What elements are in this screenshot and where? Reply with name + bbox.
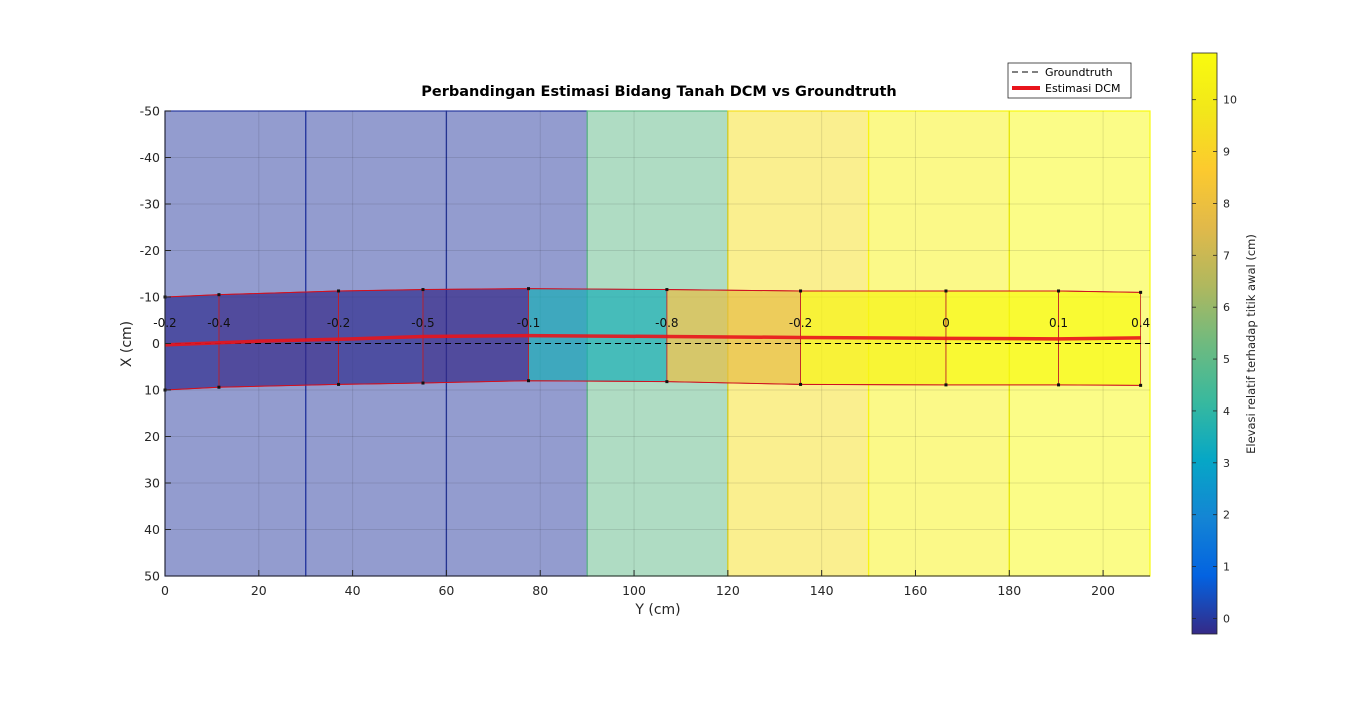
estimation-vertex [1057,289,1061,293]
estimation-outline-bottom [164,380,1141,391]
x-tick-label: 80 [532,583,548,598]
colorbar-tick-label: 4 [1223,405,1230,418]
colorbar-tick-label: 3 [1223,457,1230,470]
x-tick-label: 160 [904,583,928,598]
y-tick-label: 30 [144,476,160,491]
estimation-vertex [944,289,948,293]
legend-estimation-label: Estimasi DCM [1045,82,1120,95]
x-tick-label: 180 [997,583,1021,598]
x-tick-label: 120 [716,583,740,598]
segment-labels: -0.2 -0.4 -0.2 -0.5 -0.1 -0.8 -0.2 0 0.1 0.4 [153,316,1150,330]
estimation-vertex [527,287,531,291]
segment-label-1: -0.4 [207,316,230,330]
y-tick-label: -30 [140,197,160,212]
estimation-vertex [1139,290,1143,294]
legend-box [1007,62,1132,99]
segment-label-3: -0.5 [411,316,434,330]
plot-area: -0.2 -0.4 -0.2 -0.5 -0.1 -0.8 -0.2 0 0.1 0.4 0 20 4… [140,104,1151,598]
colorbar-tick-label: 1 [1223,561,1230,574]
estimation-vertex [944,383,948,387]
colorbar: 0 1 2 3 4 5 6 7 8 9 10 Elevasi relatif terhadap ti… [1191,52,1258,635]
estimation-vertex [421,381,425,385]
chart-title: Perbandingan Estimasi Bidang Tanah DCM v… [421,84,897,100]
x-tick-label: 40 [345,583,361,598]
estimation-vertex [527,379,531,383]
estimation-vertex [1057,383,1061,387]
y-tick-label: -40 [140,150,160,165]
segment-label-8: 0.1 [1049,316,1068,330]
colorbar-tick-label: 6 [1223,301,1230,314]
estimation-vertex [665,288,669,292]
y-tick-label: -10 [140,290,160,305]
legend-groundtruth-label: Groundtruth [1045,66,1113,79]
x-tick-label: 140 [810,583,834,598]
estimation-outline-top [164,288,1141,298]
estimation-vertex [217,293,221,297]
colorbar-gradient [1191,52,1218,635]
colorbar-tick-label: 2 [1223,509,1230,522]
colorbar-tick-label: 9 [1223,146,1230,159]
colorbar-tick-label: 7 [1223,249,1230,262]
y-tick-label: 10 [144,383,160,398]
series-lines [164,333,1150,347]
estimation-vertex [337,289,341,293]
x-tick-label: 60 [438,583,454,598]
colorbar-ticks: 0 1 2 3 4 5 6 7 8 9 10 [1192,94,1237,625]
estimation-vertex [1139,383,1143,387]
x-tick-label: 0 [161,583,169,598]
colorbar-tick-label: 5 [1223,353,1230,366]
estimation-outline [163,287,1143,392]
estimation-vertex [421,288,425,292]
y-tick-label: 50 [144,569,160,584]
estimation-vertex [799,289,803,293]
estimation-vertex [217,385,221,389]
segment-label-4: -0.1 [517,316,540,330]
segment-label-end: 0.4 [1131,316,1150,330]
y-tick-label: 0 [152,336,160,351]
segment-label-6: -0.2 [789,316,812,330]
y-axis-label: X (cm) [119,321,135,367]
y-tick-label: -50 [140,104,160,119]
colorbar-tick-label: 0 [1223,612,1230,625]
axes: 0 20 40 60 80 100 120 140 160 180 200-50-40-30-20-… [140,104,1150,598]
colorbar-tick-label: 10 [1223,94,1237,107]
colorbar-label: Elevasi relatif terhadap titik awal (cm) [1244,234,1258,454]
estimation-vertex [799,382,803,386]
x-tick-label: 20 [251,583,267,598]
estimation-vertex [337,382,341,386]
y-tick-label: 40 [144,522,160,537]
legend: Groundtruth Estimasi DCM [1007,62,1132,99]
segment-label-5: -0.8 [655,316,678,330]
x-tick-label: 100 [622,583,646,598]
segment-label-7: 0 [942,316,950,330]
segment-label-2: -0.2 [327,316,350,330]
estimation-line [164,333,1141,347]
x-tick-label: 200 [1091,583,1115,598]
estimation-vertex [665,380,669,384]
y-tick-label: 20 [144,429,160,444]
x-axis-label: Y (cm) [634,602,680,618]
y-tick-label: -20 [140,243,160,258]
colorbar-tick-label: 8 [1223,197,1230,210]
